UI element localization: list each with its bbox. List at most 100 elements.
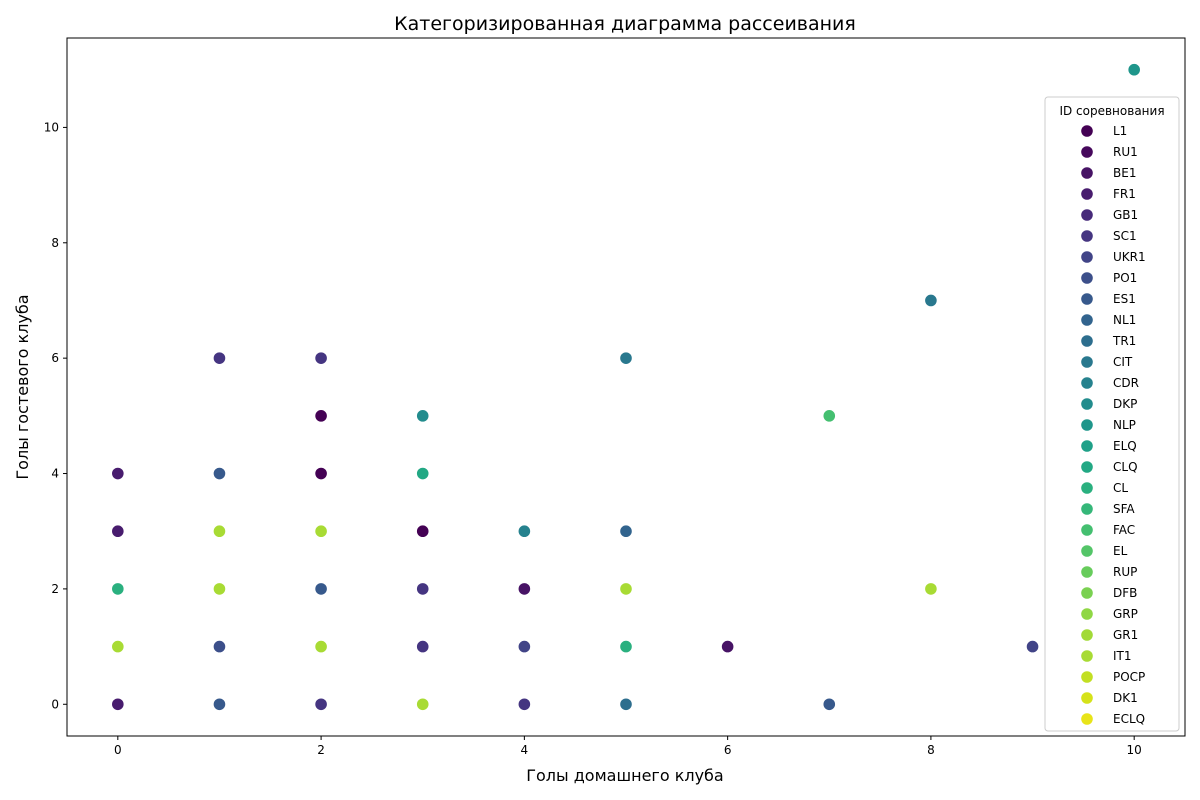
legend-item: DKP (1080, 397, 1137, 411)
legend-label: DK1 (1113, 691, 1138, 705)
legend: ID соревнования L1 RU1 BE1 FR1 GB1 SC1 UKR1 PO1… (1044, 96, 1180, 732)
legend-item: ELQ (1080, 439, 1137, 453)
legend-item: CLQ (1080, 460, 1138, 474)
legend-marker (1080, 292, 1094, 306)
legend-item: EL (1080, 544, 1128, 558)
x-tick-label: 4 (521, 743, 529, 757)
y-tick-label: 10 (44, 120, 59, 134)
plot-area: 0 2 4 6 8 10 0 2 4 6 8 10 (44, 37, 1186, 757)
scatter-point (619, 351, 633, 365)
scatter-point (212, 697, 227, 711)
legend-marker (1080, 712, 1094, 726)
scatter-point (721, 639, 735, 654)
legend-label: ES1 (1113, 292, 1136, 306)
scatter-point (314, 639, 328, 654)
legend-label: TR1 (1112, 334, 1136, 348)
legend-box (1044, 96, 1180, 732)
legend-item: NL1 (1080, 313, 1136, 327)
legend-item: IT1 (1080, 649, 1132, 663)
legend-label: CL (1113, 481, 1128, 495)
legend-item: NLP (1080, 418, 1136, 432)
legend-item: BE1 (1080, 166, 1136, 180)
scatter-point (416, 409, 430, 423)
legend-marker (1080, 670, 1094, 684)
scatter-point (314, 524, 328, 538)
legend-label: ELQ (1113, 439, 1137, 453)
legend-label: POCP (1113, 670, 1145, 684)
legend-marker (1080, 607, 1094, 621)
scatter-point (212, 524, 227, 538)
legend-marker (1080, 166, 1094, 180)
legend-item: POCP (1080, 670, 1145, 684)
scatter-point (212, 351, 227, 365)
scatter-point (416, 466, 430, 481)
legend-title: ID соревнования (1059, 104, 1164, 118)
legend-item: ECLQ (1080, 712, 1145, 726)
legend-label: CLQ (1113, 460, 1138, 474)
legend-item: L1 (1080, 124, 1127, 138)
legend-marker (1080, 565, 1094, 579)
x-axis-label: Голы домашнего клуба (526, 766, 723, 785)
legend-label: GR1 (1113, 628, 1138, 642)
chart-title: Категоризированная диаграмма рассеивания (394, 13, 856, 35)
legend-label: PO1 (1113, 271, 1137, 285)
scatter-point (517, 582, 531, 596)
scatter-point (314, 409, 328, 423)
legend-item: CL (1080, 481, 1128, 495)
x-tick-label: 2 (317, 743, 325, 757)
legend-label: SC1 (1113, 229, 1137, 243)
legend-marker (1080, 313, 1094, 327)
legend-marker (1080, 229, 1094, 243)
legend-marker (1080, 649, 1094, 663)
scatter-point (619, 639, 633, 654)
legend-marker (1080, 628, 1094, 642)
scatter-point (111, 466, 125, 481)
legend-label: IT1 (1113, 649, 1132, 663)
scatter-point (924, 293, 938, 308)
legend-marker (1080, 187, 1094, 201)
x-tick-label: 8 (927, 743, 935, 757)
legend-label: FR1 (1113, 187, 1136, 201)
scatter-point (619, 524, 633, 538)
legend-marker (1080, 481, 1094, 495)
scatter-point (822, 697, 836, 711)
x-tick-label: 0 (114, 743, 122, 757)
legend-label: L1 (1113, 124, 1127, 138)
scatter-point (517, 697, 531, 711)
legend-marker (1080, 418, 1094, 432)
y-tick-label: 8 (51, 236, 59, 250)
scatter-point (212, 466, 227, 481)
scatter-point (111, 582, 125, 596)
legend-marker (1080, 334, 1094, 348)
legend-label: BE1 (1113, 166, 1136, 180)
legend-item: GRP (1080, 607, 1138, 621)
legend-item: RU1 (1080, 145, 1138, 159)
legend-marker (1080, 502, 1094, 516)
scatter-point (111, 524, 125, 538)
scatter-point (416, 582, 430, 596)
scatter-point (111, 697, 125, 711)
legend-marker (1080, 439, 1094, 453)
scatter-point (517, 524, 531, 538)
legend-item: TR1 (1080, 334, 1136, 348)
plot-frame (66, 37, 1186, 737)
y-axis-ticks: 0 2 4 6 8 10 (44, 120, 67, 711)
legend-item: FR1 (1080, 187, 1136, 201)
legend-label: RU1 (1113, 145, 1138, 159)
y-axis-label: Голы гостевого клуба (13, 294, 32, 479)
scatter-point (314, 351, 328, 365)
y-tick-label: 0 (51, 697, 59, 711)
y-tick-label: 4 (51, 467, 59, 481)
scatter-point (416, 524, 430, 538)
legend-label: DFB (1113, 586, 1137, 600)
y-tick-label: 2 (51, 582, 59, 596)
legend-item: GR1 (1080, 628, 1138, 642)
scatter-point (619, 697, 633, 711)
scatter-point (822, 409, 836, 423)
legend-marker (1080, 271, 1094, 285)
legend-label: SFA (1113, 502, 1135, 516)
y-tick-label: 6 (51, 351, 59, 365)
legend-item: CIT (1080, 355, 1133, 369)
